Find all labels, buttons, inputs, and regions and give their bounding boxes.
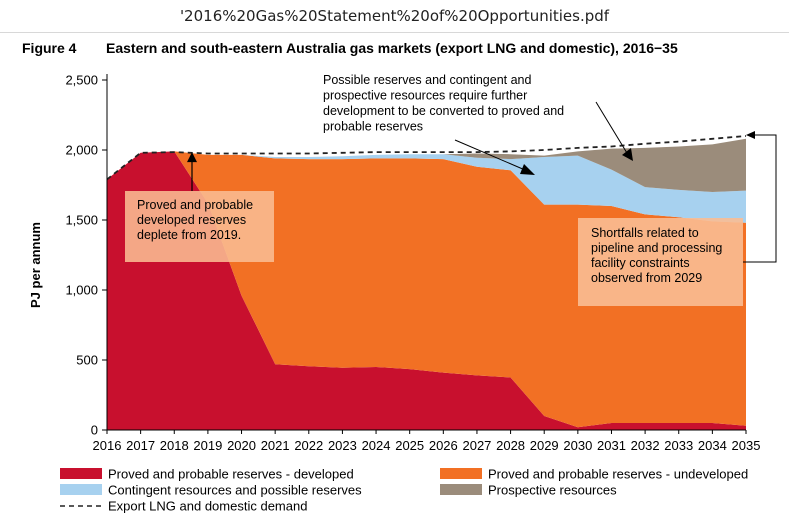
- legend-label-demand: Export LNG and domestic demand: [108, 499, 307, 514]
- y-tick-label: 2,000: [65, 143, 98, 158]
- x-tick-label: 2018: [160, 438, 189, 453]
- callout-shortfall-box: [578, 218, 743, 306]
- x-tick-label: 2021: [261, 438, 290, 453]
- x-tick-label: 2026: [429, 438, 458, 453]
- x-tick-label: 2030: [563, 438, 592, 453]
- legend-swatch-prospective: [440, 484, 482, 495]
- x-tick-label: 2019: [193, 438, 222, 453]
- callout-shortfall-text: facility constraints: [591, 256, 690, 270]
- x-tick-label: 2033: [664, 438, 693, 453]
- area-prospective: [107, 138, 746, 192]
- callout-possible-text: Possible reserves and contingent and: [323, 73, 532, 87]
- arrow-possible-line-2: [595, 101, 631, 159]
- y-tick-label: 2,500: [65, 73, 98, 88]
- x-tick-label: 2025: [395, 438, 424, 453]
- x-tick-label: 2034: [698, 438, 727, 453]
- legend-label-undeveloped: Proved and probable reserves - undevelop…: [488, 467, 748, 482]
- legend-swatch-developed: [60, 468, 102, 479]
- arrow-developed-head: [187, 152, 197, 163]
- x-tick-label: 2017: [126, 438, 155, 453]
- legend-swatch-undeveloped: [440, 468, 482, 479]
- x-tick-label: 2032: [631, 438, 660, 453]
- demand-line: [106, 135, 747, 181]
- shortfall-bracket: [743, 134, 777, 263]
- x-tick-label: 2027: [462, 438, 491, 453]
- area-contingent: [107, 151, 746, 223]
- figure-title: Eastern and south-eastern Australia gas …: [106, 40, 678, 56]
- shortfall-bracket-arrow: [746, 131, 755, 139]
- arrow-possible-line-1: [454, 139, 533, 174]
- x-tick-label: 2028: [496, 438, 525, 453]
- y-axis-label: PJ per annum: [28, 222, 43, 308]
- legend-swatch-contingent: [60, 484, 102, 495]
- figure-label: Figure 4: [22, 40, 77, 56]
- x-tick-label: 2020: [227, 438, 256, 453]
- arrow-possible-head-2: [622, 148, 633, 161]
- x-tick-label: 2031: [597, 438, 626, 453]
- y-tick-label: 1,000: [65, 283, 98, 298]
- callout-developed-box: [125, 191, 274, 262]
- callout-shortfall-text: observed from 2029: [591, 271, 702, 285]
- legend-label-contingent: Contingent resources and possible reserv…: [108, 483, 362, 498]
- legend-label-developed: Proved and probable reserves - developed: [108, 467, 354, 482]
- callout-possible-text: probable reserves: [323, 120, 423, 134]
- arrow-possible-head-1: [520, 164, 535, 175]
- callout-shortfall-text: pipeline and processing: [591, 241, 722, 255]
- pdf-tab-bar: '2016%20Gas%20Statement%20of%20Opportuni…: [0, 0, 789, 33]
- x-tick-label: 2029: [530, 438, 559, 453]
- area-developed: [107, 151, 746, 430]
- callout-developed-text: developed reserves: [137, 213, 246, 227]
- y-tick-label: 1,500: [65, 213, 98, 228]
- x-tick-label: 2022: [294, 438, 323, 453]
- callout-developed-text: deplete from 2019.: [137, 228, 241, 242]
- x-tick-label: 2024: [362, 438, 391, 453]
- x-tick-label: 2016: [93, 438, 122, 453]
- callout-possible-text: prospective resources require further: [323, 89, 527, 103]
- x-tick-label: 2023: [328, 438, 357, 453]
- y-tick-label: 0: [91, 423, 98, 438]
- callout-shortfall-text: Shortfalls related to: [591, 226, 699, 240]
- callout-possible-text: development to be converted to proved an…: [323, 104, 564, 118]
- legend-label-prospective: Prospective resources: [488, 483, 617, 498]
- callout-developed-text: Proved and probable: [137, 198, 253, 212]
- document-title: '2016%20Gas%20Statement%20of%20Opportuni…: [179, 7, 610, 25]
- x-tick-label: 2035: [732, 438, 761, 453]
- y-tick-label: 500: [76, 353, 98, 368]
